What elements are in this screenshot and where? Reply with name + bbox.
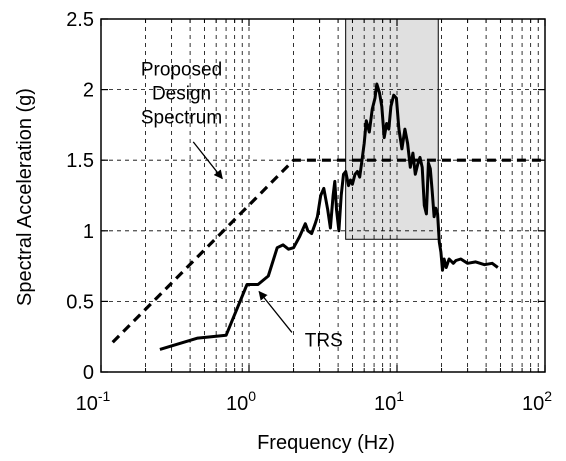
- design-spectrum-annotation-arrow: [192, 141, 223, 180]
- trs-line: [159, 82, 499, 351]
- plot-frame: [100, 18, 546, 373]
- design-spectrum-annotation-line: Spectrum: [141, 107, 222, 128]
- y-tick-label: 2: [83, 80, 94, 102]
- y-tick-label: 2.5: [66, 9, 94, 31]
- x-tick-exponent: 0: [248, 388, 256, 404]
- x-tick-label: 10-1: [76, 388, 111, 415]
- y-tick-label: 1: [83, 221, 94, 243]
- x-axis-label: Frequency (Hz): [257, 432, 395, 454]
- y-tick-label: 1.5: [66, 150, 94, 172]
- design-spectrum-annotation-text: Proposed Design Spectrum: [141, 59, 222, 128]
- design-spectrum-annotation-line: Proposed: [141, 59, 222, 80]
- x-tick-exponent: 1: [396, 388, 404, 404]
- x-tick-exponent: 2: [544, 388, 552, 404]
- y-axis-label: Spectral Acceleration (g): [14, 88, 36, 306]
- x-tick-label: 101: [374, 388, 404, 415]
- trs-annotation-arrow: [258, 290, 293, 333]
- y-tick-label: 0.5: [66, 291, 94, 313]
- x-tick-label: 102: [522, 388, 552, 415]
- design-spectrum-annotation-line: Design: [152, 83, 211, 104]
- x-tick-label: 100: [226, 388, 256, 415]
- y-tick-label: 0: [83, 362, 94, 384]
- trs-annotation-line: TRS: [305, 331, 343, 352]
- trs-annotation-text: TRS: [305, 331, 343, 352]
- design-spectrum-line: [111, 158, 545, 344]
- x-tick-exponent: -1: [98, 388, 111, 404]
